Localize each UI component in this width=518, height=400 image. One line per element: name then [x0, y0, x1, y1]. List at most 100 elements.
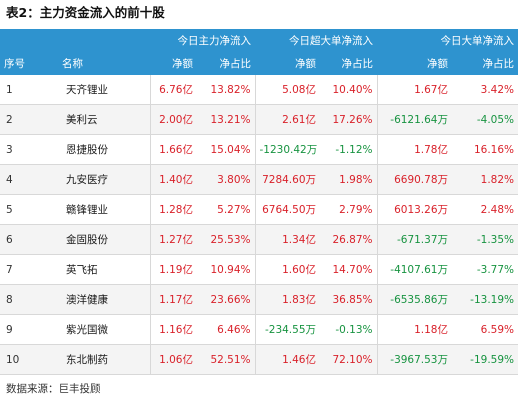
header-blank	[0, 29, 58, 52]
stock-name: 赣锋锂业	[58, 194, 150, 225]
large-net-amount: -671.37万	[376, 224, 452, 255]
super-net-ratio: 17.26%	[320, 104, 377, 135]
stock-name: 东北制药	[58, 344, 150, 375]
row-index: 6	[0, 224, 58, 255]
stock-name: 天齐锂业	[58, 75, 150, 105]
large-net-amount: -4107.61万	[376, 254, 452, 285]
super-net-ratio: 10.40%	[320, 75, 377, 105]
stock-name: 紫光国微	[58, 314, 150, 345]
stock-name: 澳洋健康	[58, 284, 150, 315]
main-net-ratio: 23.66%	[197, 284, 255, 315]
header-sub-row: 序号 名称 净额 净占比 净额 净占比 净额 净占比	[0, 51, 518, 75]
main-net-amount: 1.27亿	[149, 224, 197, 255]
row-index: 2	[0, 104, 58, 135]
super-net-amount: 1.60亿	[254, 254, 320, 285]
super-net-amount: -1230.42万	[254, 134, 320, 165]
main-net-amount: 1.06亿	[149, 344, 197, 375]
header-super-net-amount: 净额	[255, 51, 320, 75]
table-row: 1 天齐锂业 6.76亿 13.82% 5.08亿 10.40% 1.67亿 3.42%	[0, 75, 518, 105]
large-net-amount: -6121.64万	[376, 104, 452, 135]
large-net-ratio: 1.82%	[452, 164, 518, 195]
table-row: 4 九安医疗 1.40亿 3.80% 7284.60万 1.98% 6690.78万 1.82…	[0, 164, 518, 195]
header-name: 名称	[58, 51, 150, 75]
super-net-ratio: -1.12%	[320, 134, 377, 165]
main-net-ratio: 6.46%	[197, 314, 255, 345]
large-net-ratio: -13.19%	[452, 284, 518, 315]
super-net-ratio: 36.85%	[320, 284, 377, 315]
super-net-ratio: 1.98%	[320, 164, 377, 195]
main-net-ratio: 10.94%	[197, 254, 255, 285]
main-net-amount: 1.28亿	[149, 194, 197, 225]
row-index: 7	[0, 254, 58, 285]
row-index: 4	[0, 164, 58, 195]
table-row: 9 紫光国微 1.16亿 6.46% -234.55万 -0.13% 1.18亿 6.59%	[0, 314, 518, 345]
large-net-amount: 1.67亿	[376, 75, 452, 105]
main-net-ratio: 52.51%	[197, 344, 255, 375]
main-net-amount: 6.76亿	[149, 75, 197, 105]
large-net-ratio: 6.59%	[452, 314, 518, 345]
super-net-amount: 2.61亿	[254, 104, 320, 135]
main-net-ratio: 25.53%	[197, 224, 255, 255]
large-net-amount: 6690.78万	[376, 164, 452, 195]
data-source-note: 数据来源：巨丰投顾	[6, 383, 101, 395]
large-net-ratio: 3.42%	[452, 75, 518, 105]
table-row: 3 恩捷股份 1.66亿 15.04% -1230.42万 -1.12% 1.78亿 16.1…	[0, 134, 518, 165]
super-net-ratio: 72.10%	[320, 344, 377, 375]
super-net-amount: 7284.60万	[254, 164, 320, 195]
header-group-main: 今日主力净流入	[150, 29, 255, 52]
header-large-net-ratio: 净占比	[452, 51, 518, 75]
large-net-amount: -3967.53万	[376, 344, 452, 375]
main-net-ratio: 13.82%	[197, 75, 255, 105]
main-net-amount: 1.40亿	[149, 164, 197, 195]
table-row: 7 英飞拓 1.19亿 10.94% 1.60亿 14.70% -4107.61万 -3.77…	[0, 254, 518, 285]
super-net-amount: 1.34亿	[254, 224, 320, 255]
large-net-ratio: 16.16%	[452, 134, 518, 165]
super-net-amount: 5.08亿	[254, 75, 320, 105]
main-net-ratio: 5.27%	[197, 194, 255, 225]
stock-name: 恩捷股份	[58, 134, 150, 165]
super-net-amount: -234.55万	[254, 314, 320, 345]
super-net-amount: 1.46亿	[254, 344, 320, 375]
super-net-ratio: 14.70%	[320, 254, 377, 285]
header-super-net-ratio: 净占比	[320, 51, 377, 75]
row-index: 10	[0, 344, 58, 375]
table-row: 10 东北制药 1.06亿 52.51% 1.46亿 72.10% -3967.53万 -19…	[0, 344, 518, 375]
super-net-amount: 1.83亿	[254, 284, 320, 315]
header-main-net-amount: 净额	[150, 51, 197, 75]
main-net-ratio: 15.04%	[197, 134, 255, 165]
row-index: 8	[0, 284, 58, 315]
large-net-amount: 1.78亿	[376, 134, 452, 165]
super-net-ratio: 26.87%	[320, 224, 377, 255]
row-index: 1	[0, 75, 58, 105]
table-row: 5 赣锋锂业 1.28亿 5.27% 6764.50万 2.79% 6013.26万 2.48…	[0, 194, 518, 225]
main-net-amount: 2.00亿	[149, 104, 197, 135]
super-net-ratio: -0.13%	[320, 314, 377, 345]
large-net-ratio: 2.48%	[452, 194, 518, 225]
main-net-ratio: 3.80%	[197, 164, 255, 195]
table-body: 1 天齐锂业 6.76亿 13.82% 5.08亿 10.40% 1.67亿 3.42% 2 美利…	[0, 75, 518, 375]
main-net-amount: 1.16亿	[149, 314, 197, 345]
stock-name: 英飞拓	[58, 254, 150, 285]
header-blank	[58, 29, 150, 52]
header-main-net-ratio: 净占比	[197, 51, 255, 75]
row-index: 9	[0, 314, 58, 345]
main-net-amount: 1.19亿	[149, 254, 197, 285]
table-title: 表2：主力资金流入的前十股	[6, 5, 165, 20]
table-row: 6 金固股份 1.27亿 25.53% 1.34亿 26.87% -671.37万 -1.35…	[0, 224, 518, 255]
header-group-super: 今日超大单净流入	[255, 29, 377, 52]
row-index: 3	[0, 134, 58, 165]
large-net-ratio: -3.77%	[452, 254, 518, 285]
header-index: 序号	[0, 51, 58, 75]
stock-name: 九安医疗	[58, 164, 150, 195]
large-net-amount: -6535.86万	[376, 284, 452, 315]
main-net-amount: 1.66亿	[149, 134, 197, 165]
stock-name: 金固股份	[58, 224, 150, 255]
main-net-ratio: 13.21%	[197, 104, 255, 135]
large-net-ratio: -19.59%	[452, 344, 518, 375]
large-net-amount: 1.18亿	[376, 314, 452, 345]
table-row: 2 美利云 2.00亿 13.21% 2.61亿 17.26% -6121.64万 -4.05…	[0, 104, 518, 135]
table-row: 8 澳洋健康 1.17亿 23.66% 1.83亿 36.85% -6535.86万 -13.…	[0, 284, 518, 315]
row-index: 5	[0, 194, 58, 225]
large-net-ratio: -4.05%	[452, 104, 518, 135]
main-net-amount: 1.17亿	[149, 284, 197, 315]
